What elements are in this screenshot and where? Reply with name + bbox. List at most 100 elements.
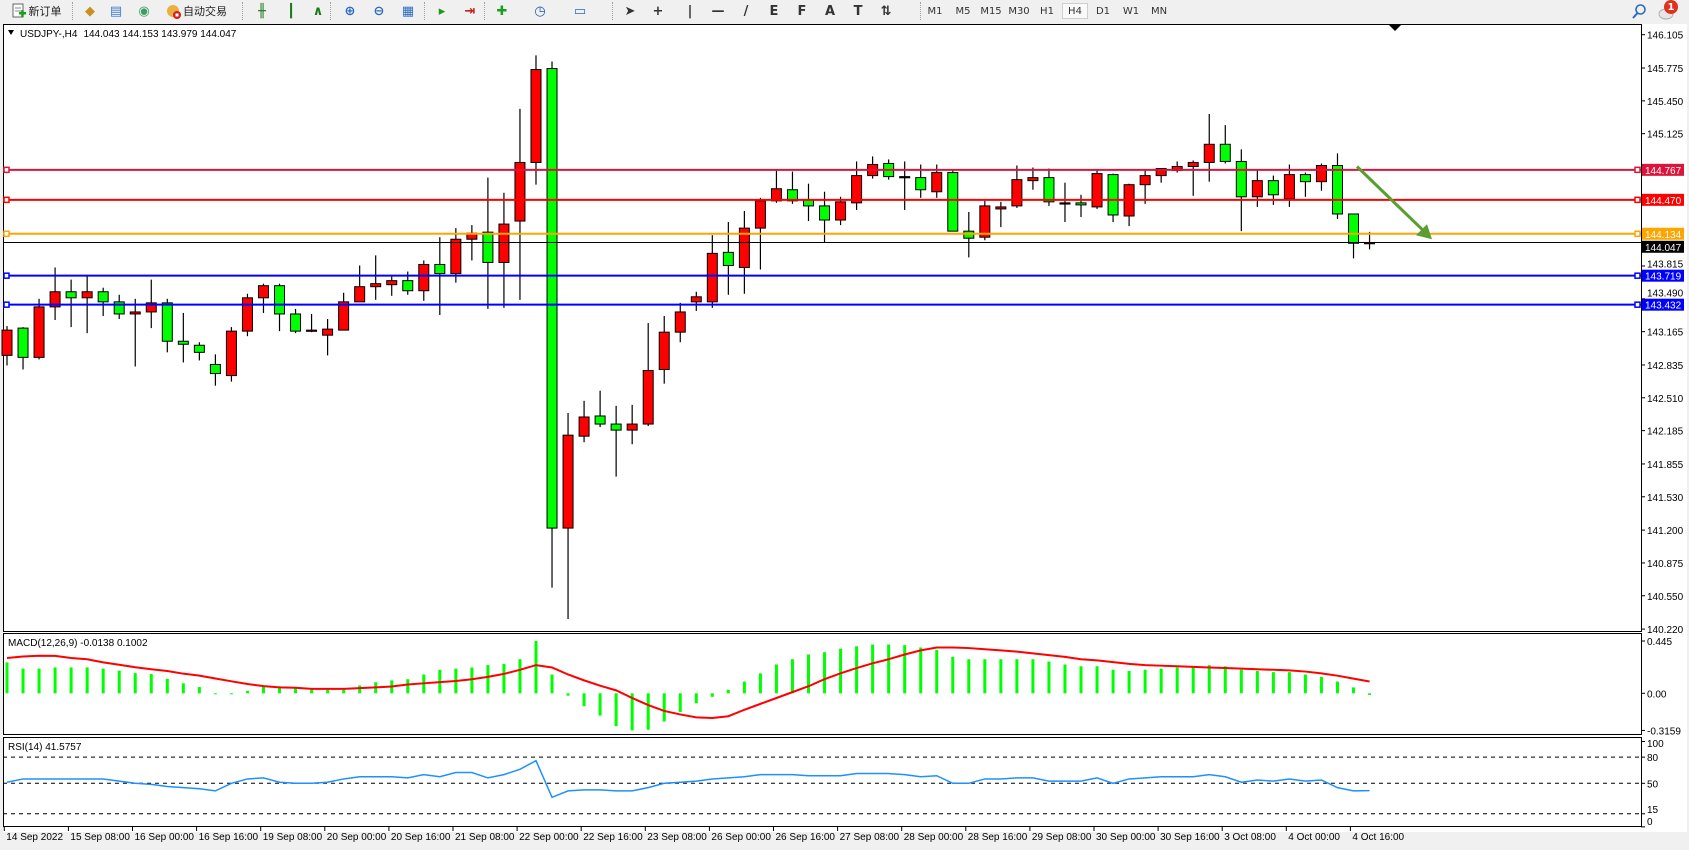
line-handle-right[interactable] xyxy=(1634,272,1641,279)
chart-shift-marker-icon[interactable] xyxy=(1389,25,1401,31)
candle-body xyxy=(1315,164,1327,183)
candle-body xyxy=(1267,180,1279,196)
fibonacci-retracement-button[interactable]: F xyxy=(792,2,812,20)
candle xyxy=(161,298,173,353)
bar-chart-button[interactable]: ╫ xyxy=(252,2,272,20)
line-handle-left[interactable] xyxy=(3,196,10,204)
line-handle-right[interactable] xyxy=(1634,230,1641,238)
horizontal-line-button[interactable]: — xyxy=(708,2,728,20)
time-axis-label: 30 Sep 00:00 xyxy=(1096,832,1156,843)
chart-shift-button[interactable]: ⇥ xyxy=(460,2,480,20)
line-handle-left[interactable] xyxy=(3,230,10,238)
zoom-in-button[interactable]: ⊕ xyxy=(340,2,360,20)
arrows-button[interactable]: ⇅ xyxy=(876,2,896,20)
price-axis-label: 146.105 xyxy=(1647,31,1684,42)
macd-histogram-bar xyxy=(630,693,634,731)
timeframe-m15[interactable]: M15 xyxy=(980,5,1002,17)
candle-body xyxy=(514,161,526,222)
candle xyxy=(770,169,782,203)
indicators-button[interactable]: ✚ xyxy=(492,2,512,20)
line-chart-button[interactable]: ∧ xyxy=(308,2,328,20)
trendline-icon: / xyxy=(743,3,749,19)
crosshair-button[interactable]: + xyxy=(648,2,668,20)
timeframe-h4[interactable]: H4 xyxy=(1062,3,1088,19)
ohlc-values: 144.043 144.153 143.979 144.047 xyxy=(83,29,236,40)
candle xyxy=(338,292,350,331)
navigator-button[interactable]: ▤ xyxy=(106,2,126,20)
periods-button[interactable]: ◷ xyxy=(530,2,550,20)
candle-body xyxy=(1187,161,1199,168)
line-handle-left[interactable] xyxy=(3,301,10,308)
trendline-button[interactable]: / xyxy=(736,2,756,20)
candle xyxy=(1107,173,1119,223)
new-order-button[interactable]: 新订单 xyxy=(4,2,68,20)
line-handle-left[interactable] xyxy=(3,272,10,279)
timeframe-mn[interactable]: MN xyxy=(1150,5,1168,17)
search-button[interactable] xyxy=(1630,2,1648,20)
arrows-icon: ⇅ xyxy=(880,3,892,19)
zoom-out-button[interactable]: ⊖ xyxy=(369,2,389,20)
line-handle-left[interactable] xyxy=(3,166,10,174)
line-handle-right[interactable] xyxy=(1634,196,1641,204)
candle-body xyxy=(1075,202,1087,206)
signals-button[interactable]: ◉ xyxy=(134,2,154,20)
price-label-value: 144.134 xyxy=(1645,230,1682,241)
annotation-arrow[interactable] xyxy=(1355,165,1426,233)
chart-window[interactable]: 144.767 144.470 144.134 143.719 143.432 144.0… xyxy=(0,22,1689,850)
templates-button[interactable]: ▭ xyxy=(570,2,590,20)
timeframe-m5[interactable]: M5 xyxy=(955,5,971,17)
candle-body xyxy=(786,189,798,202)
candlestick-button[interactable]: ┃ xyxy=(281,2,301,20)
price-label-box xyxy=(1642,163,1684,176)
macd-axis-label: 0.00 xyxy=(1647,689,1667,700)
dropdown-triangle-icon[interactable] xyxy=(8,30,14,35)
candle-body xyxy=(241,297,253,332)
candle xyxy=(1059,182,1071,223)
toolbar-separator xyxy=(612,2,614,20)
macd-histogram-bar xyxy=(1207,665,1211,694)
candle-body xyxy=(145,302,157,313)
price-axis-label: 141.855 xyxy=(1647,460,1684,471)
candle-body xyxy=(193,344,205,353)
candle-body xyxy=(995,206,1007,210)
candle-body xyxy=(49,291,61,308)
candle-body xyxy=(1283,174,1295,200)
candle xyxy=(1331,153,1343,220)
market-watch-button[interactable]: ◆ xyxy=(80,2,100,20)
timeframe-d1[interactable]: D1 xyxy=(1095,5,1111,17)
text-label-button[interactable]: T xyxy=(848,2,868,20)
macd-histogram-bar xyxy=(823,652,827,694)
candle-body xyxy=(947,172,959,232)
auto-scroll-button[interactable]: ▸ xyxy=(432,2,452,20)
timeframe-h1[interactable]: H1 xyxy=(1040,5,1054,17)
fibonacci-fan-button[interactable]: E xyxy=(764,2,784,20)
timeframe-m30[interactable]: M30 xyxy=(1008,5,1030,17)
line-handle-right[interactable] xyxy=(1634,166,1641,174)
macd-histogram-bar xyxy=(951,656,955,694)
candle-body xyxy=(225,330,237,377)
price-axis-label: 143.165 xyxy=(1647,328,1684,339)
auto-trading-button[interactable]: 自动交易 xyxy=(160,2,232,20)
candle xyxy=(418,260,430,301)
candle xyxy=(738,210,750,294)
time-axis-label: 4 Oct 00:00 xyxy=(1288,832,1340,843)
price-label-value: 144.470 xyxy=(1645,196,1682,207)
candle xyxy=(450,228,462,283)
tile-windows-button[interactable]: ▦ xyxy=(398,2,418,20)
price-label-value: 143.719 xyxy=(1645,272,1682,283)
price-label-box xyxy=(1642,298,1684,311)
rsi-axis-label: 15 xyxy=(1647,805,1659,816)
vertical-line-button[interactable]: | xyxy=(680,2,700,20)
timeframe-w1[interactable]: W1 xyxy=(1122,5,1140,17)
indicators-icon: ✚ xyxy=(496,3,508,19)
text-button[interactable]: A xyxy=(820,2,840,20)
candle xyxy=(674,302,686,343)
line-handle-right[interactable] xyxy=(1634,301,1641,308)
rsi-axis-label: 0 xyxy=(1647,817,1653,828)
timeframe-m1[interactable]: M1 xyxy=(927,5,943,17)
vertical-line-icon: | xyxy=(687,3,693,19)
candle-body xyxy=(370,283,382,288)
cursor-button[interactable]: ➤ xyxy=(620,2,640,20)
candle xyxy=(658,315,670,384)
price-axis-label: 140.220 xyxy=(1647,625,1684,636)
